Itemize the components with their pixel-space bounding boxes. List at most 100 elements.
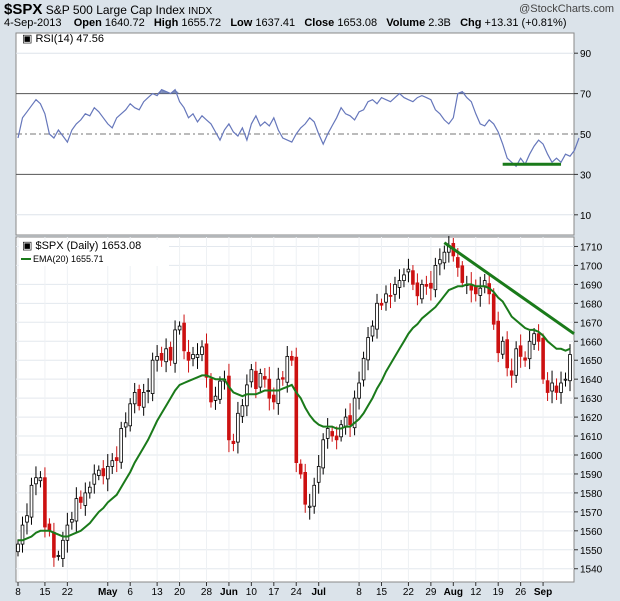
- brand-watermark: @StockCharts.com: [519, 3, 614, 15]
- date-tick-label: 24: [291, 587, 303, 598]
- candle-body: [322, 440, 325, 468]
- rsi-panel: 10 30 50 70 90 ▣ RSI(14) 47.56: [16, 33, 592, 235]
- candle-body: [564, 379, 567, 380]
- candle-body: [290, 356, 293, 360]
- candle-body: [546, 381, 549, 393]
- index-name: S&P 500 Large Cap Index: [46, 3, 185, 17]
- candle-body: [456, 258, 459, 268]
- close-value: 1653.08: [337, 17, 377, 29]
- volume-label: Volume: [386, 17, 425, 29]
- candle-body: [124, 423, 127, 427]
- date-tick-label: 6: [127, 587, 133, 598]
- candle-body: [66, 525, 69, 540]
- price-legend: ▣ $SPX (Daily) 1653.08: [22, 240, 141, 252]
- rsi-legend-icon: ▣: [22, 33, 35, 45]
- candle-body: [380, 303, 383, 305]
- candle-body: [524, 358, 527, 360]
- candle-body: [97, 470, 100, 475]
- rsi-tick-label: 70: [580, 90, 592, 101]
- candle-body: [30, 485, 33, 517]
- rsi-tick-label: 10: [580, 211, 592, 222]
- candle-body: [362, 358, 365, 380]
- candle-body: [407, 269, 410, 272]
- date-tick-label: 29: [425, 587, 437, 598]
- candle-body: [62, 540, 65, 558]
- candle-body: [165, 349, 168, 362]
- change-value: +13.31 (+0.81%): [485, 17, 567, 29]
- candle-body: [241, 406, 244, 417]
- candle-body: [430, 283, 433, 288]
- candle-body: [178, 326, 181, 330]
- candle-body: [88, 487, 91, 493]
- candle-body: [214, 396, 217, 400]
- candle-body: [376, 303, 379, 329]
- high-value: 1655.72: [181, 17, 221, 29]
- candle-body: [304, 472, 307, 504]
- change-label: Chg: [460, 17, 481, 29]
- candle-body: [35, 478, 38, 484]
- candle-body: [537, 334, 540, 342]
- rsi-tick-label: 50: [580, 130, 592, 141]
- date-tick-label: Sep: [534, 587, 552, 598]
- candle-body: [439, 260, 442, 264]
- candle-body: [255, 371, 258, 388]
- price-tick-label: 1700: [580, 261, 603, 272]
- candle-body: [479, 288, 482, 295]
- candle-body: [115, 458, 118, 461]
- candle-body: [26, 516, 29, 522]
- candle-body: [129, 404, 132, 426]
- candle-body: [358, 383, 361, 398]
- candle-body: [555, 386, 558, 392]
- price-tick-label: 1670: [580, 318, 603, 329]
- candle-body: [385, 294, 388, 302]
- price-tick-label: 1580: [580, 489, 603, 500]
- candle-body: [497, 321, 500, 353]
- candle-body: [403, 275, 406, 281]
- candle-body: [201, 347, 204, 355]
- candle-body: [17, 544, 20, 552]
- candle-body: [515, 349, 518, 376]
- price-tick-label: 1690: [580, 280, 603, 291]
- price-tick-label: 1620: [580, 413, 603, 424]
- date-tick-label: 15: [39, 587, 51, 598]
- price-tick-label: 1560: [580, 527, 603, 538]
- candle-body: [551, 383, 554, 391]
- candle-body: [84, 493, 87, 506]
- candle-body: [102, 469, 105, 476]
- candle-body: [210, 379, 213, 402]
- volume-value: 2.3B: [428, 17, 451, 29]
- candle-body: [326, 429, 329, 439]
- candle-body: [272, 395, 275, 402]
- date-tick-label: 28: [201, 587, 213, 598]
- date-tick-label: Jun: [220, 587, 238, 598]
- candle-body: [501, 341, 504, 354]
- candle-body: [492, 294, 495, 324]
- candle-body: [192, 355, 195, 359]
- date-tick-label: 12: [470, 587, 482, 598]
- price-tick-label: 1570: [580, 508, 603, 519]
- price-legend-text: $SPX (Daily) 1653.08: [35, 240, 141, 252]
- candle-body: [519, 346, 522, 357]
- low-label: Low: [230, 17, 252, 29]
- price-tick-label: 1630: [580, 394, 603, 405]
- high-label: High: [154, 17, 178, 29]
- rsi-tick-label: 30: [580, 170, 592, 181]
- price-tick-label: 1710: [580, 242, 603, 253]
- candle-body: [425, 284, 428, 286]
- candle-body: [142, 392, 145, 407]
- candle-body: [299, 464, 302, 474]
- candle-body: [160, 353, 163, 360]
- candle-body: [196, 355, 199, 358]
- candle-body: [281, 378, 284, 380]
- candle-body: [53, 532, 56, 557]
- candle-body: [44, 478, 47, 527]
- candle-body: [268, 379, 271, 398]
- candle-body: [443, 252, 446, 263]
- price-tick-label: 1590: [580, 470, 603, 481]
- date-tick-label: 10: [246, 587, 258, 598]
- candle-body: [389, 295, 392, 296]
- price-tick-label: 1550: [580, 546, 603, 557]
- candle-body: [93, 474, 96, 484]
- candle-body: [421, 284, 424, 298]
- date-tick-label: 15: [376, 587, 388, 598]
